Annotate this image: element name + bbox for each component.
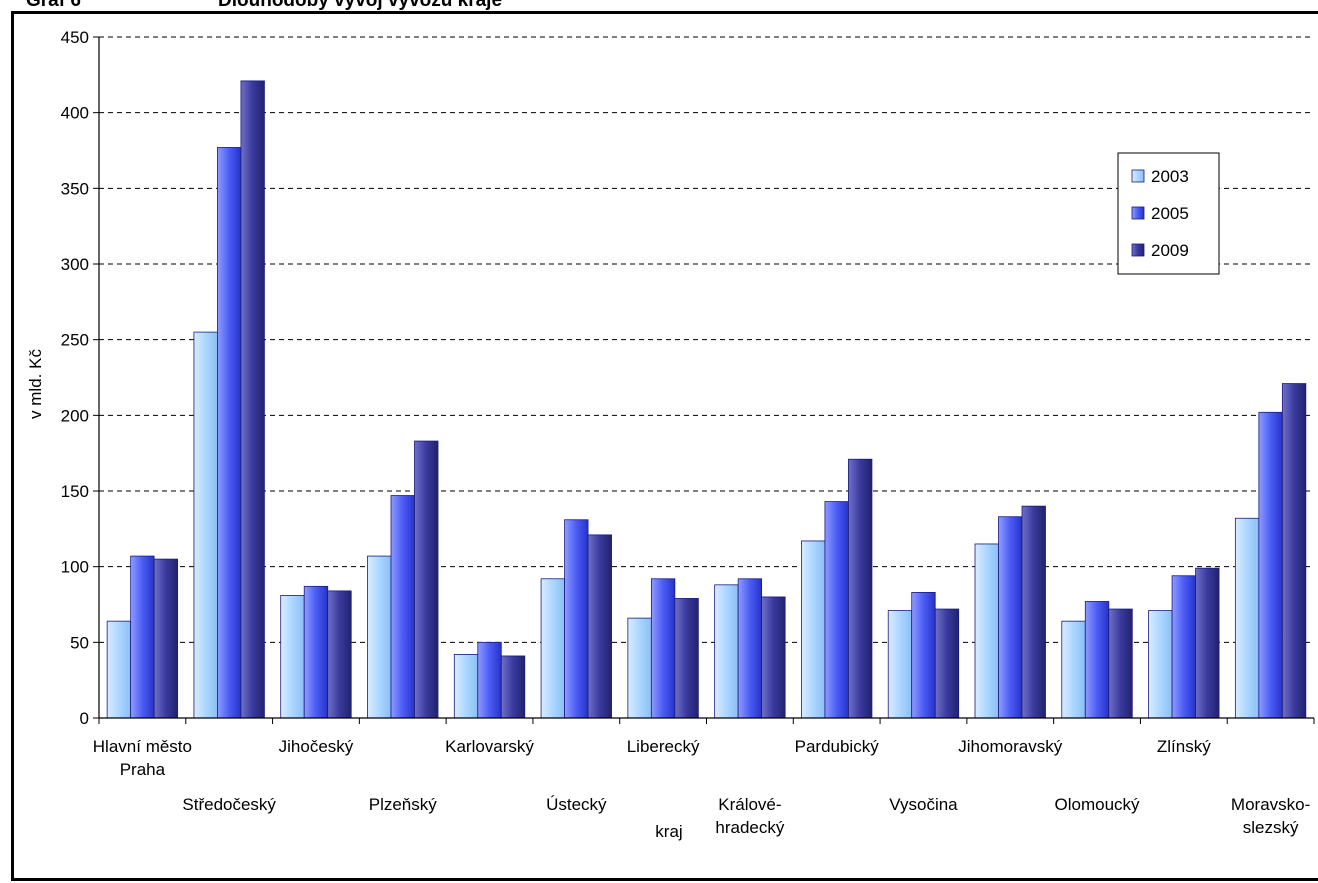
bars: [106, 80, 1307, 719]
bar-2005-7: [737, 578, 763, 719]
bar-2003-10: [974, 543, 999, 719]
legend-swatch-2003: [1131, 169, 1145, 183]
chart-title: Dlouhodobý vývoj vývozu kraje: [218, 0, 503, 11]
bar-2003-3: [367, 555, 392, 719]
bar-2005-6: [650, 578, 676, 719]
bar-2009-0: [153, 558, 179, 719]
legend-label-2009: 2009: [1151, 241, 1189, 260]
y-tick-label: 200: [61, 406, 89, 425]
bar-2009-5: [587, 534, 612, 719]
legend-swatch-2009: [1131, 243, 1145, 257]
x-tick-labels: Hlavní město Praha Středočeský Jihočeský Plz…: [93, 737, 1310, 837]
bar-2005-11: [1084, 601, 1110, 719]
y-tick-label: 400: [61, 104, 89, 123]
bar-2009-8: [848, 458, 873, 719]
bar-2009-10: [1021, 505, 1046, 719]
axes: [93, 36, 1315, 724]
x-tick-label: Liberecký: [627, 737, 700, 756]
bar-2003-4: [453, 654, 479, 719]
x-tick-label: Olomoucký: [1055, 795, 1141, 814]
x-tick-label: Středočeský: [182, 795, 276, 814]
legend-label-2003: 2003: [1151, 167, 1189, 186]
bar-2003-9: [887, 610, 913, 719]
x-tick-label: Karlovarský: [445, 737, 534, 756]
bar-2003-12: [1148, 610, 1173, 719]
bar-2009-6: [674, 598, 699, 719]
y-tick-labels: 0 50 100 150 200 250 300 350 400 450: [61, 28, 89, 728]
y-tick-label: 350: [61, 179, 89, 198]
bar-2005-8: [824, 501, 849, 719]
bar-2009-1: [240, 80, 265, 719]
bar-2003-7: [714, 584, 739, 719]
bar-2009-7: [761, 596, 786, 719]
x-tick-label: Hlavní město Praha: [93, 737, 192, 779]
bar-2005-5: [564, 519, 589, 719]
bar-2009-4: [500, 655, 526, 719]
bar-2005-9: [911, 591, 936, 719]
bar-2005-10: [998, 516, 1023, 719]
y-tick-label: 150: [61, 482, 89, 501]
legend-swatch-2005: [1131, 206, 1145, 220]
chart-frame: 0 50 100 150 200 250 300 350 400 450 Hlavní město…: [11, 11, 1318, 881]
x-tick-label: Zlínský: [1157, 737, 1211, 756]
x-axis-label: kraj: [655, 822, 682, 841]
bar-2009-9: [934, 608, 960, 719]
x-tick-label: Moravsko-slezský: [1231, 795, 1310, 837]
y-tick-label: 50: [70, 633, 89, 652]
chart-heading: Graf 6 Dlouhodobý vývoj vývozu kraje: [0, 0, 1318, 12]
bar-2003-2: [280, 595, 305, 719]
x-tick-label: Jihomoravský: [958, 737, 1062, 756]
bar-2003-8: [801, 540, 826, 719]
bar-2005-1: [217, 147, 242, 719]
x-tick-label: Plzeňský: [369, 795, 438, 814]
y-tick-label: 450: [61, 28, 89, 47]
bar-2009-12: [1195, 567, 1220, 719]
bar-2003-5: [540, 578, 565, 719]
x-tick-label: Vysočina: [889, 795, 958, 814]
bar-2003-13: [1234, 517, 1260, 719]
x-tick-label: Pardubický: [795, 737, 880, 756]
bar-2005-4: [477, 641, 502, 719]
bar-2009-3: [414, 440, 439, 719]
x-tick-label: Jihočeský: [279, 737, 354, 756]
bar-2003-1: [193, 331, 218, 719]
bar-2003-6: [627, 617, 652, 719]
bar-2005-13: [1258, 411, 1283, 719]
y-tick-label: 100: [61, 558, 89, 577]
bar-2009-2: [327, 590, 352, 719]
bar-chart: 0 50 100 150 200 250 300 350 400 450 Hlavní město…: [26, 28, 1315, 841]
x-tick-label: Ústecký: [546, 795, 607, 814]
bar-2009-13: [1281, 383, 1307, 719]
bar-2005-3: [390, 495, 415, 719]
gridlines: [99, 36, 1314, 643]
legend-label-2005: 2005: [1151, 204, 1189, 223]
y-tick-label: 300: [61, 255, 89, 274]
y-axis-label: v mld. Kč: [26, 349, 45, 419]
bar-2005-12: [1171, 575, 1196, 719]
bar-2005-2: [303, 585, 329, 719]
y-tick-label: 250: [61, 331, 89, 350]
bar-2009-11: [1108, 608, 1133, 719]
bar-2003-11: [1061, 620, 1086, 719]
bar-2005-0: [130, 555, 155, 719]
chart-number: Graf 6: [26, 0, 81, 11]
y-tick-label: 0: [80, 709, 89, 728]
bar-2003-0: [106, 620, 132, 719]
x-tick-label: Králové-hradecký: [715, 795, 784, 837]
legend: 2003 2005 2009: [1117, 152, 1220, 275]
